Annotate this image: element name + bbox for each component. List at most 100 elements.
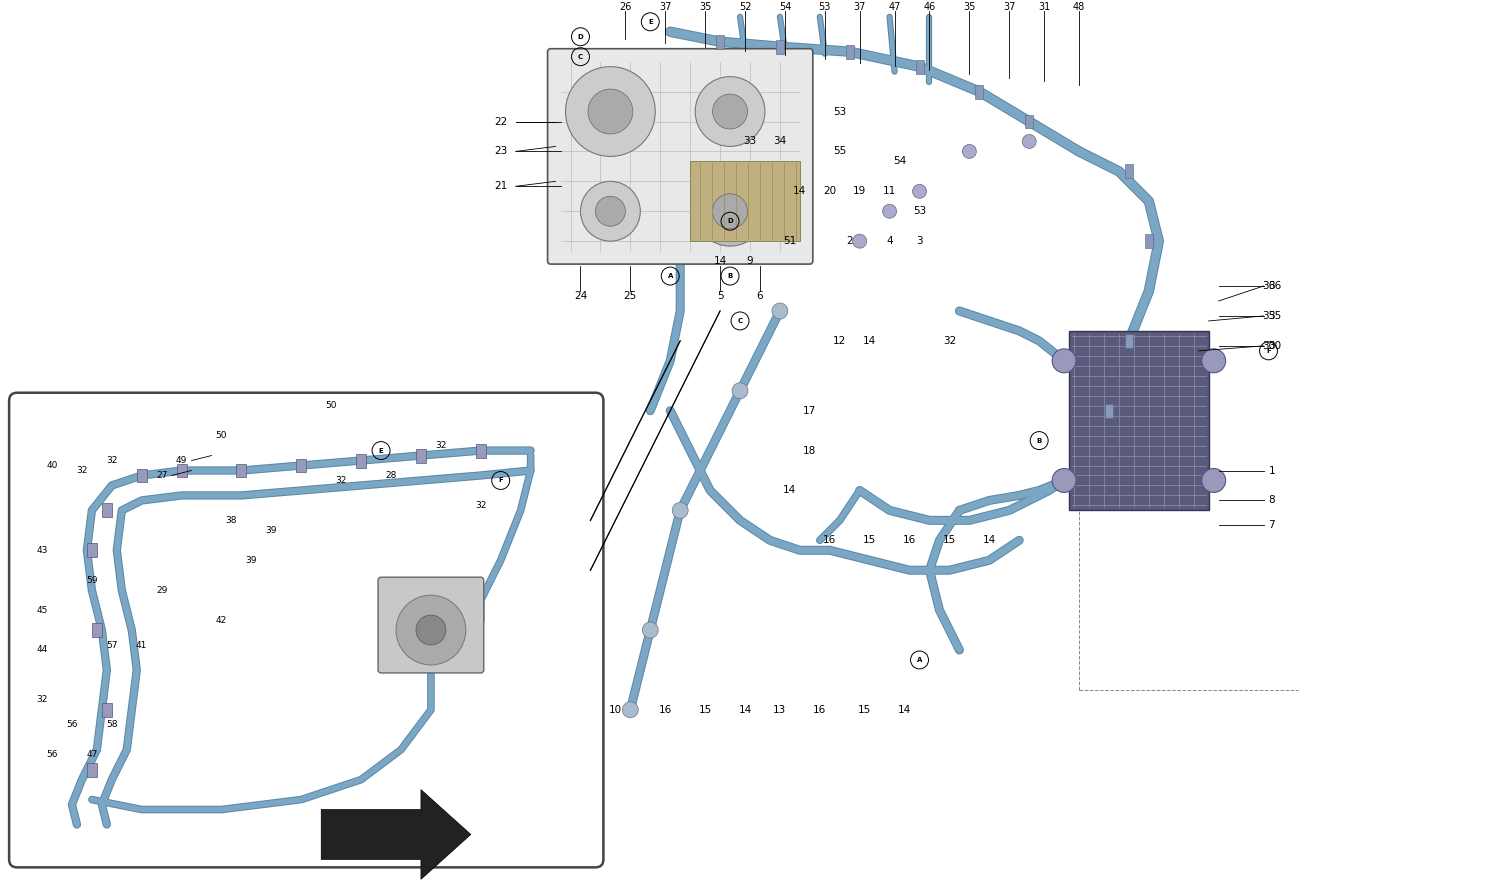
FancyBboxPatch shape [378, 578, 484, 673]
Circle shape [1202, 468, 1225, 492]
Text: 44: 44 [36, 645, 48, 654]
Text: 11: 11 [884, 186, 896, 197]
Text: 1: 1 [1269, 465, 1275, 475]
Text: C: C [578, 53, 584, 60]
Bar [87, 763, 98, 777]
Text: 6: 6 [756, 291, 764, 301]
Text: B: B [728, 273, 732, 279]
Text: D: D [578, 34, 584, 40]
Text: C: C [738, 318, 742, 324]
Bar [975, 85, 984, 99]
Text: 15: 15 [699, 705, 712, 715]
Text: 41: 41 [136, 641, 147, 650]
Circle shape [712, 194, 747, 229]
Circle shape [396, 595, 466, 665]
Text: 12: 12 [833, 336, 846, 346]
Text: 59: 59 [86, 576, 98, 585]
Bar [776, 40, 784, 53]
Text: 53: 53 [819, 2, 831, 12]
Text: F: F [498, 477, 502, 483]
Circle shape [1052, 468, 1076, 492]
Text: 39: 39 [246, 555, 256, 565]
Text: 18: 18 [802, 446, 816, 456]
Text: 14: 14 [898, 705, 910, 715]
Text: 56: 56 [66, 720, 78, 729]
Polygon shape [690, 161, 800, 241]
Text: A: A [916, 657, 922, 663]
Circle shape [772, 303, 788, 319]
Bar [1024, 115, 1033, 128]
Text: 33: 33 [744, 136, 756, 147]
Circle shape [588, 89, 633, 134]
Text: 4: 4 [886, 236, 892, 247]
Text: 53: 53 [914, 206, 926, 216]
Text: 22: 22 [494, 117, 507, 126]
Text: 27: 27 [156, 471, 168, 480]
Circle shape [1022, 134, 1036, 149]
Text: 31: 31 [1038, 2, 1050, 12]
Circle shape [596, 197, 626, 226]
Text: 54: 54 [778, 2, 790, 12]
Text: 3: 3 [916, 236, 922, 247]
Text: 37: 37 [853, 2, 865, 12]
Text: 38: 38 [225, 516, 237, 525]
Text: 36: 36 [1269, 281, 1282, 291]
Text: B: B [1036, 438, 1042, 443]
Text: 17: 17 [802, 406, 816, 416]
Text: 9: 9 [747, 256, 753, 266]
Text: 32: 32 [435, 441, 447, 450]
Text: 2: 2 [846, 236, 853, 247]
Text: 30: 30 [1262, 341, 1275, 351]
Text: 32: 32 [76, 466, 87, 475]
Text: 39: 39 [266, 526, 278, 535]
Text: 35: 35 [963, 2, 975, 12]
Text: 16: 16 [658, 705, 672, 715]
Text: 19: 19 [853, 186, 867, 197]
Circle shape [852, 234, 867, 248]
Bar [1106, 404, 1113, 417]
Text: 14: 14 [738, 705, 752, 715]
Circle shape [712, 94, 747, 129]
Text: 26: 26 [620, 2, 632, 12]
Text: 37: 37 [1004, 2, 1016, 12]
Bar [297, 458, 306, 473]
Circle shape [732, 383, 748, 399]
Text: 52: 52 [740, 2, 752, 12]
Bar [87, 543, 98, 557]
Text: 36: 36 [1262, 281, 1275, 291]
Circle shape [1052, 349, 1076, 373]
Circle shape [416, 615, 446, 645]
Polygon shape [321, 789, 471, 879]
Text: 32: 32 [336, 476, 346, 485]
Text: 28: 28 [386, 471, 396, 480]
Text: E: E [648, 19, 652, 25]
Circle shape [1202, 349, 1225, 373]
Text: 15: 15 [858, 705, 871, 715]
Text: 35: 35 [1269, 311, 1282, 321]
Bar [846, 44, 853, 59]
Text: A: A [668, 273, 674, 279]
Text: 29: 29 [156, 586, 168, 595]
Circle shape [622, 702, 639, 718]
Text: 16: 16 [903, 535, 916, 546]
Text: 58: 58 [106, 720, 117, 729]
Text: 15: 15 [862, 535, 876, 546]
Bar [237, 464, 246, 477]
Circle shape [672, 503, 688, 518]
Bar [92, 623, 102, 637]
Text: 24: 24 [574, 291, 586, 301]
Text: 32: 32 [106, 456, 117, 465]
FancyBboxPatch shape [548, 49, 813, 264]
Text: 5: 5 [717, 291, 723, 301]
Text: 16: 16 [824, 535, 837, 546]
Text: 23: 23 [494, 147, 507, 157]
Text: 35: 35 [699, 2, 711, 12]
Text: 50: 50 [326, 401, 338, 410]
Text: 37: 37 [658, 2, 672, 12]
Bar [1144, 234, 1154, 248]
Text: 14: 14 [714, 256, 726, 266]
Text: 13: 13 [774, 705, 786, 715]
Text: 16: 16 [813, 705, 826, 715]
Bar [1070, 331, 1209, 510]
Text: 14: 14 [982, 535, 996, 546]
